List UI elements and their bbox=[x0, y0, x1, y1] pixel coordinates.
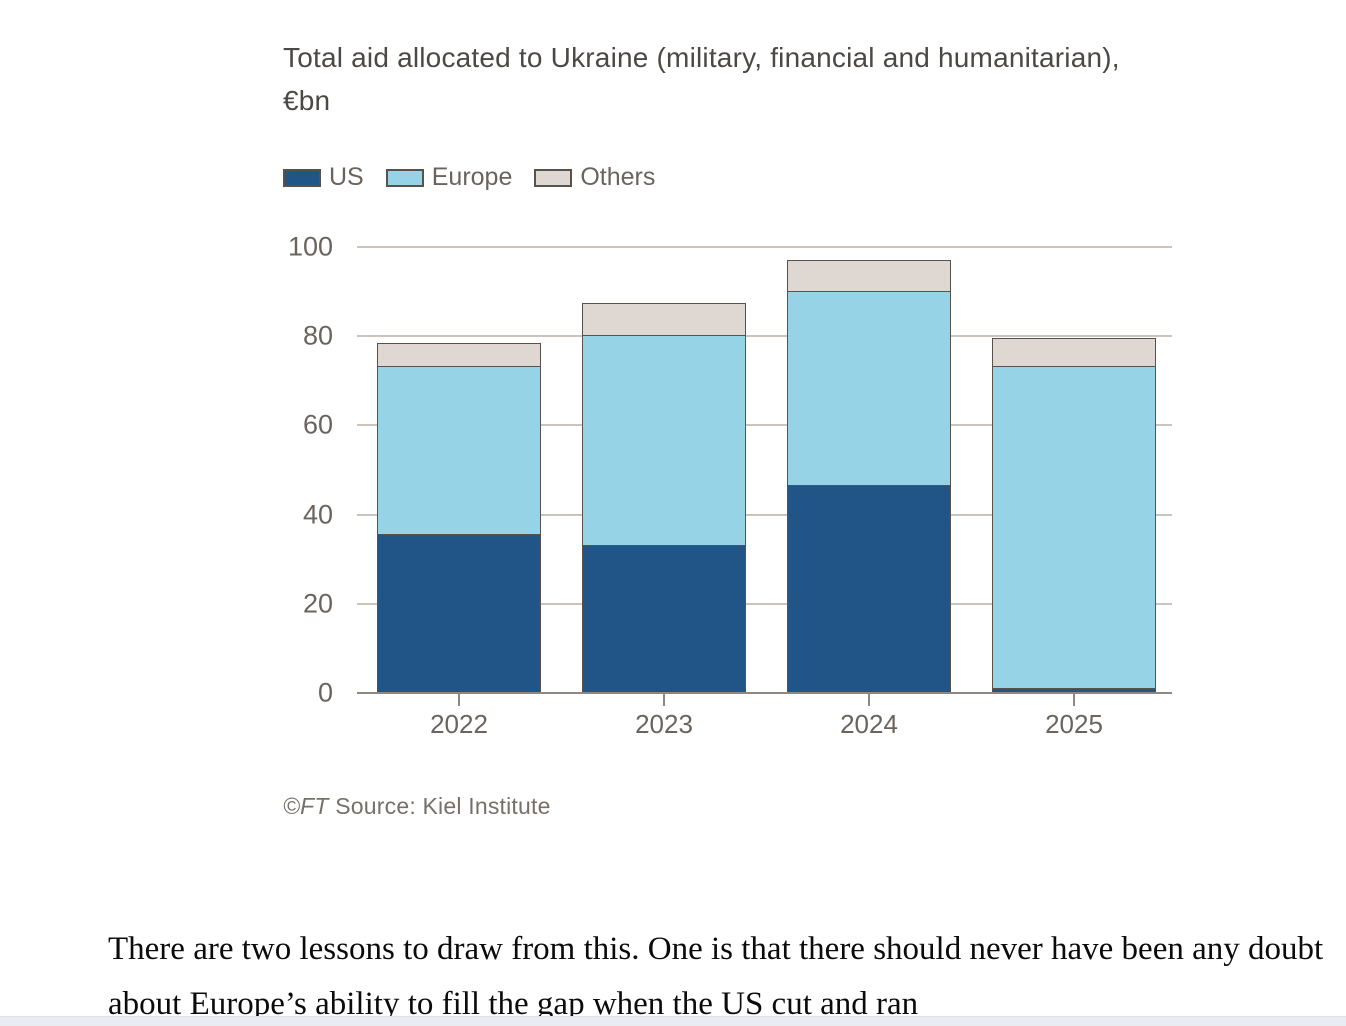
y-axis-label-40: 40 bbox=[302, 499, 333, 530]
source-note: ©FT Source: Kiel Institute bbox=[283, 793, 551, 820]
legend-item-others: Others bbox=[534, 163, 655, 192]
bar-segment-europe-2022 bbox=[377, 367, 541, 535]
bar-segment-others-2023 bbox=[582, 302, 746, 337]
legend-swatch-others bbox=[534, 168, 573, 187]
gridline-20 bbox=[357, 602, 1172, 605]
x-axis-label-2025: 2025 bbox=[1045, 709, 1103, 739]
ft-credit: ©FT bbox=[283, 793, 329, 819]
x-axis-tick-2023 bbox=[663, 693, 665, 706]
y-axis-label-100: 100 bbox=[287, 231, 333, 262]
legend-label-others: Others bbox=[580, 163, 656, 191]
source-text: Source: Kiel Institute bbox=[335, 793, 551, 819]
gridline-60 bbox=[357, 424, 1172, 427]
legend-item-us: US bbox=[283, 163, 364, 192]
legend-swatch-us bbox=[283, 168, 321, 187]
bar-2022 bbox=[377, 247, 541, 693]
bar-segment-others-2024 bbox=[787, 260, 951, 292]
y-axis-label-60: 60 bbox=[302, 409, 333, 440]
legend-swatch-europe bbox=[385, 168, 424, 187]
bar-segment-europe-2024 bbox=[787, 291, 951, 486]
x-axis-label-2022: 2022 bbox=[430, 709, 488, 739]
y-axis-label-20: 20 bbox=[302, 588, 333, 619]
x-axis-label-2023: 2023 bbox=[635, 709, 693, 739]
chart-title: Total aid allocated to Ukraine (military… bbox=[283, 36, 1243, 122]
x-axis-tick-2022 bbox=[458, 693, 460, 706]
legend-label-europe: Europe bbox=[431, 163, 513, 191]
x-axis-line bbox=[357, 692, 1172, 694]
y-axis-label-0: 0 bbox=[317, 677, 333, 708]
bar-segment-others-2025 bbox=[992, 338, 1156, 367]
bar-2023 bbox=[582, 247, 746, 693]
legend-label-us: US bbox=[329, 163, 364, 191]
bar-segment-europe-2025 bbox=[992, 366, 1156, 690]
x-axis-label-2024: 2024 bbox=[840, 709, 898, 739]
chart-title-unit: €bn bbox=[283, 85, 331, 116]
chart-legend: US Europe Others bbox=[283, 163, 655, 192]
gridline-80 bbox=[357, 335, 1172, 338]
bar-2024 bbox=[787, 247, 951, 693]
bar-segment-others-2022 bbox=[377, 342, 541, 368]
y-axis-label-80: 80 bbox=[302, 320, 333, 351]
gridline-100 bbox=[357, 246, 1172, 248]
bar-segment-europe-2023 bbox=[582, 336, 746, 546]
bar-2025 bbox=[992, 247, 1156, 693]
gridline-40 bbox=[357, 513, 1172, 516]
article-paragraph: There are two lessons to draw from this.… bbox=[108, 931, 1324, 1022]
legend-item-europe: Europe bbox=[385, 163, 513, 192]
chart-title-line1: Total aid allocated to Ukraine (military… bbox=[283, 42, 1120, 73]
x-axis-tick-2024 bbox=[868, 693, 870, 706]
bar-segment-us-2022 bbox=[377, 534, 541, 693]
bottom-strip bbox=[0, 1016, 1346, 1026]
x-axis-tick-2025 bbox=[1073, 693, 1075, 706]
bar-segment-us-2023 bbox=[582, 545, 746, 693]
bar-segment-us-2024 bbox=[787, 485, 951, 693]
plot-area: 0 20 40 60 80 100 2022 2023 2024 2025 bbox=[288, 232, 1172, 739]
